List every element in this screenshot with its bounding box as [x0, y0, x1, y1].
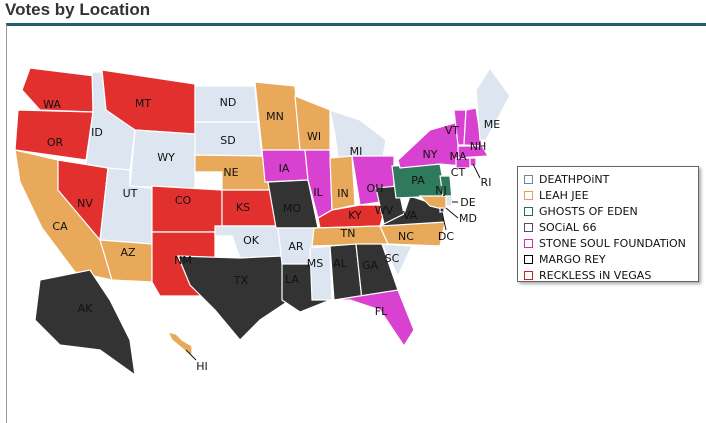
state-label: DE	[460, 196, 475, 209]
state-label: NY	[423, 148, 438, 161]
legend-swatch-icon	[524, 174, 533, 184]
label-leader-line	[472, 163, 481, 179]
state-label: MT	[135, 97, 151, 110]
legend-swatch-icon	[524, 238, 533, 248]
state-label: WY	[157, 151, 175, 164]
state-label: CT	[451, 166, 466, 179]
state-de[interactable]	[445, 195, 453, 207]
state-md[interactable]	[418, 195, 447, 211]
state-label: AZ	[120, 246, 136, 259]
state-label: ID	[91, 126, 103, 139]
state-label: NC	[398, 230, 414, 243]
legend-swatch-icon	[524, 222, 533, 232]
state-label: VA	[403, 209, 418, 222]
state-label: NM	[174, 254, 192, 267]
legend-swatch-icon	[524, 206, 533, 216]
state-label: FL	[375, 305, 388, 318]
state-label: IA	[279, 162, 290, 175]
state-in[interactable]	[329, 155, 356, 211]
state-label: AK	[78, 302, 94, 315]
state-label: KS	[236, 201, 250, 214]
state-label: TX	[233, 274, 249, 287]
legend-label: STONE SOUL FOUNDATiON	[539, 236, 686, 250]
state-label: GA	[362, 259, 379, 272]
state-label: LA	[285, 273, 299, 286]
state-label: PA	[411, 174, 425, 187]
state-label: WA	[43, 98, 61, 111]
state-label: AR	[288, 240, 304, 253]
state-label: RI	[481, 176, 492, 189]
page-title: Votes by Location	[5, 0, 151, 19]
state-label: TN	[340, 227, 356, 240]
state-label: MO	[283, 202, 301, 215]
legend-label: RECKLESS iN VEGAS	[539, 268, 652, 282]
legend-item[interactable]: MARGO REY	[524, 251, 698, 267]
state-label: NE	[223, 166, 238, 179]
legend-item[interactable]: LEAH JEE	[524, 187, 698, 203]
state-sc[interactable]	[380, 243, 413, 278]
state-label: IL	[313, 186, 323, 199]
legend-item[interactable]: DEATHPOiNT	[524, 171, 698, 187]
state-label: KY	[348, 209, 362, 222]
state-label: ND	[220, 96, 237, 109]
legend-swatch-icon	[524, 270, 533, 280]
legend-swatch-icon	[524, 254, 533, 264]
state-label: NV	[77, 197, 93, 210]
state-label: VT	[445, 124, 460, 137]
state-label: OH	[367, 182, 384, 195]
state-fl[interactable]	[333, 289, 415, 348]
state-label: WI	[307, 130, 321, 143]
state-label: DC	[438, 230, 454, 243]
state-label: UT	[123, 187, 138, 200]
state-ct[interactable]	[455, 157, 471, 169]
legend-label: LEAH JEE	[539, 188, 589, 202]
state-label: OK	[243, 234, 260, 247]
state-dc[interactable]	[439, 207, 445, 213]
map-panel	[6, 23, 706, 423]
state-label: MA	[449, 150, 466, 163]
legend-label: MARGO REY	[539, 252, 606, 266]
state-ri[interactable]	[469, 157, 477, 167]
legend-label: GHOSTS OF EDEN	[539, 204, 638, 218]
legend-swatch-icon	[524, 190, 533, 200]
state-label: MD	[459, 212, 477, 225]
state-ak[interactable]	[34, 269, 136, 377]
legend-label: SOCiAL 66	[539, 220, 597, 234]
state-ms[interactable]	[309, 245, 333, 301]
state-ma[interactable]	[457, 145, 490, 159]
state-label: AL	[333, 257, 348, 270]
state-label: CA	[52, 220, 68, 233]
legend-item[interactable]: RECKLESS iN VEGAS	[524, 267, 698, 283]
state-label: ME	[484, 118, 500, 131]
label-leader-line	[441, 211, 447, 231]
state-label: SC	[385, 252, 400, 265]
state-label: CO	[175, 194, 192, 207]
legend: DEATHPOiNT LEAH JEE GHOSTS OF EDEN SOCiAL 6…	[517, 166, 699, 282]
label-leader-line	[185, 349, 197, 361]
legend-item[interactable]: STONE SOUL FOUNDATiON	[524, 235, 698, 251]
state-label: SD	[220, 134, 235, 147]
state-label: OR	[47, 136, 64, 149]
state-label: MS	[307, 257, 323, 270]
state-tx[interactable]	[177, 255, 291, 341]
legend-label: DEATHPOiNT	[539, 172, 610, 186]
label-leader-line	[445, 207, 459, 219]
state-label: WV	[375, 204, 394, 217]
state-label: HI	[196, 360, 208, 373]
state-me[interactable]	[475, 66, 511, 141]
state-co[interactable]	[151, 185, 223, 233]
legend-item[interactable]: SOCiAL 66	[524, 219, 698, 235]
state-label: IN	[337, 187, 348, 200]
state-label: MI	[350, 145, 363, 158]
legend-item[interactable]: GHOSTS OF EDEN	[524, 203, 698, 219]
state-label: NJ	[435, 184, 446, 197]
state-label: MN	[266, 110, 284, 123]
state-label: NH	[470, 140, 487, 153]
